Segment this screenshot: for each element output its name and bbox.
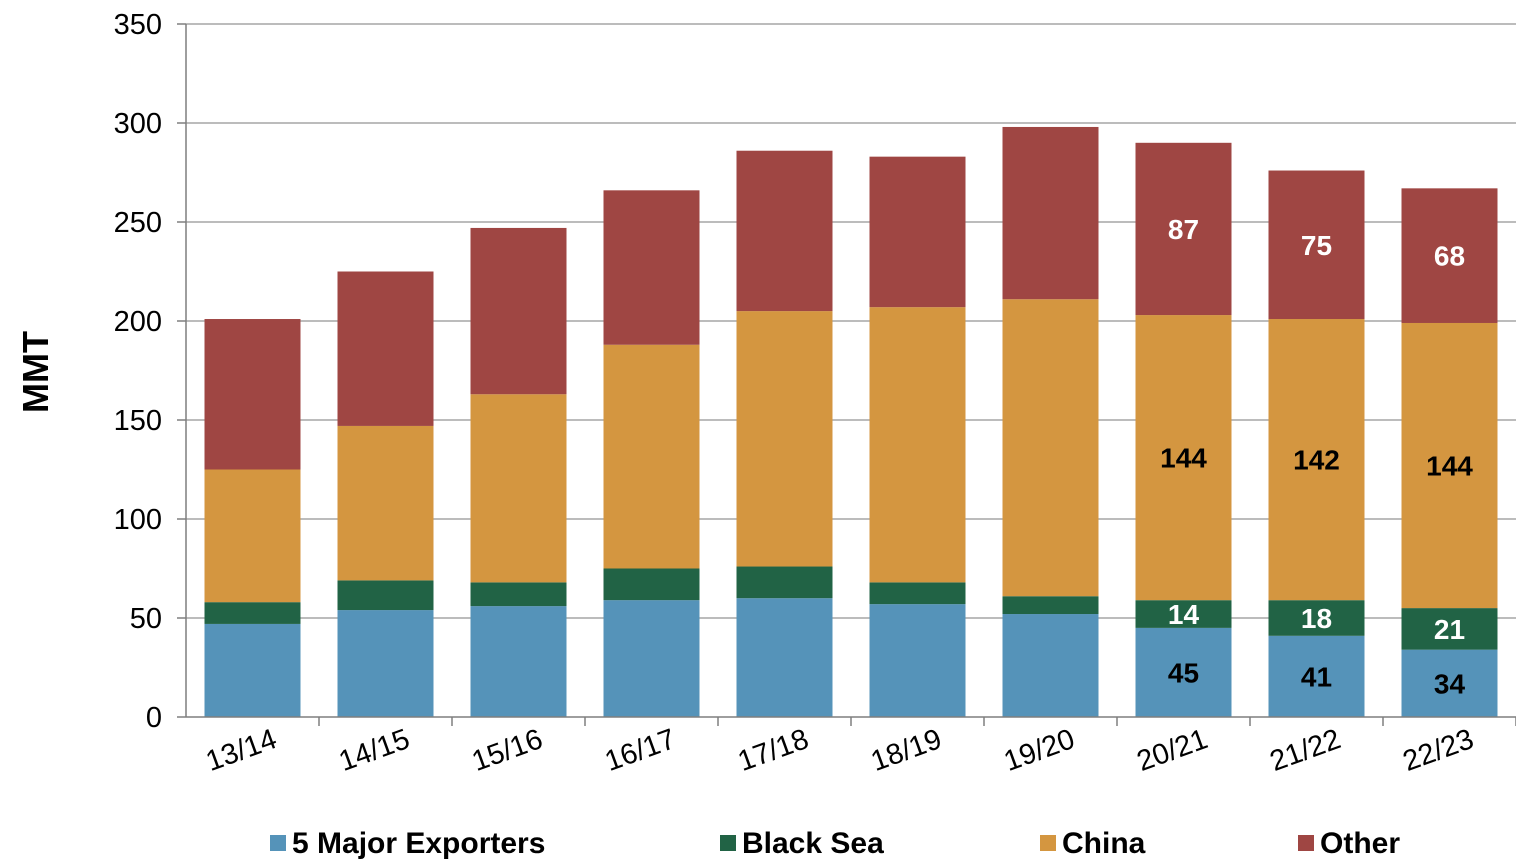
bar-segment — [1002, 299, 1099, 597]
bar-segment — [736, 566, 833, 599]
data-label: 18 — [1301, 603, 1332, 634]
bar-segment — [337, 610, 434, 717]
bar-segment — [204, 602, 301, 624]
x-tick-label: 20/21 — [1133, 723, 1212, 778]
bar-segment — [1002, 614, 1099, 717]
bar-segment — [1401, 649, 1498, 717]
y-tick-label: 350 — [114, 9, 162, 41]
x-tick-label: 16/17 — [601, 723, 680, 778]
legend-swatch — [270, 835, 286, 851]
bar-segment — [204, 319, 301, 470]
bar-segment — [1135, 627, 1232, 717]
bar-segment — [736, 311, 833, 567]
legend-swatch — [720, 835, 736, 851]
bar-segment — [1135, 142, 1232, 316]
x-tick-label: 19/20 — [1000, 723, 1079, 778]
bar-segment — [337, 425, 434, 581]
bar-segment — [337, 271, 434, 426]
bar-segment — [603, 600, 700, 717]
axes — [185, 24, 1516, 726]
bar-segment — [470, 582, 567, 607]
x-tick-label: 14/15 — [335, 723, 414, 778]
bar-segment — [1401, 188, 1498, 323]
bar-segment — [736, 598, 833, 717]
bar-segment — [1002, 126, 1099, 300]
bar-segment — [204, 469, 301, 603]
x-tick-label: 13/14 — [202, 723, 281, 778]
bar-segment — [1268, 600, 1365, 636]
y-tick-label: 250 — [114, 207, 162, 239]
bar-segment — [1268, 319, 1365, 601]
data-label: 75 — [1301, 230, 1332, 261]
legend: 5 Major Exporters Black Sea China Other — [270, 827, 1400, 860]
bar-segment — [603, 344, 700, 569]
data-label: 68 — [1434, 241, 1465, 272]
bar-segment — [1268, 170, 1365, 320]
data-label: 144 — [1426, 451, 1473, 482]
x-tick-label: 15/16 — [468, 723, 547, 778]
x-tick-label: 21/22 — [1266, 723, 1345, 778]
bar-segment — [1135, 600, 1232, 628]
data-label: 142 — [1293, 445, 1340, 476]
y-tick-label: 50 — [130, 603, 162, 635]
data-label: 34 — [1434, 668, 1466, 699]
bar-segment — [603, 568, 700, 601]
bar-segment — [1135, 315, 1232, 601]
bar-segment — [1002, 596, 1099, 615]
data-label: 21 — [1434, 614, 1465, 645]
y-tick-label: 100 — [114, 504, 162, 536]
legend-label: 5 Major Exporters — [292, 827, 545, 860]
bar-segment — [337, 580, 434, 611]
y-tick-label: 0 — [146, 702, 162, 734]
bar-segment — [204, 623, 301, 717]
legend-label: China — [1062, 827, 1146, 860]
legend-label: Black Sea — [742, 827, 884, 860]
y-tick-label: 200 — [114, 306, 162, 338]
legend-label: Other — [1320, 827, 1400, 860]
y-axis-label: MMT — [15, 331, 56, 413]
y-tick-labels: 0 50 100 150 200 250 300 350 — [114, 9, 162, 734]
x-tick-labels: 13/14 14/15 15/16 16/17 17/18 18/19 19/20 20/21… — [202, 723, 1478, 778]
x-tick-label: 17/18 — [734, 723, 813, 778]
y-tick-label: 150 — [114, 405, 162, 437]
bar-segment — [869, 307, 966, 583]
x-tick-label: 18/19 — [867, 723, 946, 778]
bars — [204, 126, 1498, 717]
bar-segment — [869, 156, 966, 308]
bar-segment — [869, 604, 966, 717]
bar-segment — [736, 150, 833, 312]
data-labels: 45 14 144 87 41 18 142 75 34 21 144 68 — [1160, 214, 1473, 699]
bar-segment — [470, 606, 567, 717]
bar-segment — [869, 582, 966, 605]
bar-segment — [470, 227, 567, 395]
data-label: 14 — [1168, 599, 1200, 630]
bar-segment — [1268, 635, 1365, 717]
bar-segment — [603, 190, 700, 345]
bar-segment — [1401, 608, 1498, 650]
data-label: 144 — [1160, 443, 1207, 474]
y-tick-label: 300 — [114, 108, 162, 140]
data-label: 41 — [1301, 661, 1332, 692]
bar-segment — [1401, 322, 1498, 609]
data-label: 45 — [1168, 657, 1199, 688]
legend-swatch — [1040, 835, 1056, 851]
data-label: 87 — [1168, 214, 1199, 245]
legend-swatch — [1298, 835, 1314, 851]
x-tick-label: 22/23 — [1399, 723, 1478, 778]
bar-segment — [470, 394, 567, 583]
